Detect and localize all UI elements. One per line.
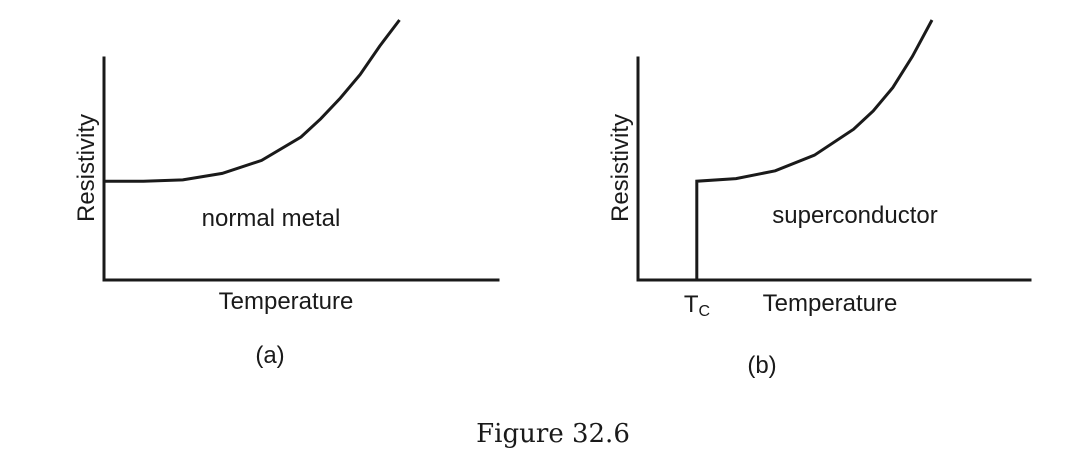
chart-panel-a: Resistivity normal metal Temperature (a) <box>73 19 500 369</box>
figure-caption: Figure 32.6 <box>476 419 630 449</box>
tick-label-tc-sub: C <box>699 303 711 320</box>
chart-panel-b: Resistivity superconductor TC Temperatur… <box>607 19 1032 379</box>
x-axis-label-b: Temperature <box>763 290 898 317</box>
tick-label-tc-main: T <box>684 291 699 318</box>
series-line-a <box>104 19 401 183</box>
panel-label-a: (a) <box>255 342 284 369</box>
x-axis-label-a: Temperature <box>219 288 354 315</box>
tick-label-tc: TC <box>684 291 710 320</box>
annotation-normal-metal: normal metal <box>202 205 341 232</box>
panel-label-b: (b) <box>747 352 776 379</box>
y-axis-label-a: Resistivity <box>73 114 100 222</box>
y-axis-label-b: Resistivity <box>607 114 634 222</box>
series-line-b <box>695 19 934 280</box>
annotation-superconductor: superconductor <box>772 202 937 229</box>
